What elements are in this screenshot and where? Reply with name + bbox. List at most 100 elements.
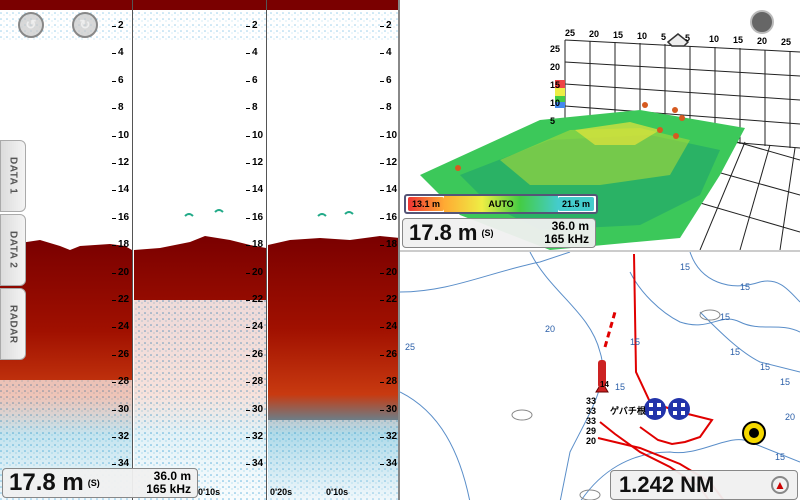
axis-label-left: 15 — [550, 80, 561, 90]
depth-tick: 34 — [379, 458, 398, 470]
depth-tick: 34 — [111, 458, 130, 470]
marker-label: 14 — [600, 380, 609, 389]
depth-sounding: 15 — [680, 262, 691, 272]
depth-tick: 32 — [379, 431, 398, 442]
depth-tick: 8 — [380, 102, 392, 114]
axis-label-top: 25 — [781, 37, 792, 47]
depth-tick: 8 — [112, 102, 124, 114]
depth-tick: 6 — [112, 74, 124, 86]
depth-tick: 18 — [379, 239, 398, 251]
depth-tick: 4 — [246, 47, 258, 59]
depth-tick: 2 — [246, 20, 258, 31]
depth-tick: 20 — [111, 266, 130, 278]
nautical-chart — [400, 252, 800, 500]
depth-tick: 6 — [380, 74, 392, 86]
depth-tick: 28 — [379, 376, 398, 388]
compass-icon[interactable]: ▲ — [771, 476, 789, 494]
depth-tick: 22 — [245, 294, 264, 305]
depth-tick: 26 — [245, 348, 264, 360]
depth-sounding: 15 — [630, 337, 641, 347]
scale-mode: AUTO — [444, 196, 558, 212]
frequency-value: 165 kHz — [146, 482, 191, 496]
axis-label-left: 20 — [550, 62, 561, 72]
camera-view-button[interactable] — [750, 10, 774, 34]
depth-tick: 10 — [111, 129, 130, 141]
depth-tick: 28 — [245, 376, 264, 388]
depth-tick: 18 — [245, 239, 264, 251]
sonar-column-2 — [133, 0, 267, 500]
distance-readout: 1.242 NM ▲ — [610, 470, 798, 500]
time-label-1: 0'10s — [198, 487, 221, 497]
place-name: ゲバチ根 — [610, 406, 646, 416]
depth-tick: 18 — [111, 239, 130, 251]
side-tab-group: DATA 1 DATA 2 RADAR — [0, 140, 26, 360]
axis-label-left: 10 — [550, 98, 561, 108]
axis-label-top: 10 — [709, 34, 720, 44]
rewind-button[interactable]: ↺ — [18, 12, 44, 38]
depth-tick: 4 — [112, 47, 124, 59]
range-frequency: 36.0 m 165 kHz — [544, 220, 589, 246]
depth-tick: 24 — [245, 321, 264, 333]
axis-label-top: 20 — [757, 36, 768, 46]
depth-sounding: 15 — [615, 382, 626, 392]
time-label-3: 0'10s — [326, 487, 349, 497]
depth-tick: 12 — [111, 157, 130, 168]
depth-tick: 10 — [245, 129, 264, 141]
depth-tick: 24 — [379, 321, 398, 333]
depth-tick: 32 — [245, 431, 264, 442]
depth-tick: 20 — [245, 266, 264, 278]
depth-tick: 26 — [111, 348, 130, 360]
axis-label-top: 10 — [637, 31, 648, 41]
depth-sounding: 15 — [760, 362, 771, 372]
axis-label-top: 5 — [661, 32, 667, 42]
chart-plotter[interactable]: 15 15 15 20 25 15 15 15 15 15 20 15 33 33 33 29 20 … — [400, 250, 800, 500]
refresh-button[interactable]: ↻ — [72, 12, 98, 38]
depth-tick: 22 — [111, 294, 130, 305]
axis-label-top: 20 — [589, 29, 600, 39]
tab-radar[interactable]: RADAR — [0, 288, 26, 360]
depth-tick: 6 — [246, 74, 258, 86]
tab-data-1[interactable]: DATA 1 — [0, 140, 26, 212]
depth-sounding: 20 — [785, 412, 796, 422]
depth-tick: 16 — [379, 211, 398, 223]
depth-tick: 30 — [379, 403, 398, 415]
sonar-column-3 — [267, 0, 400, 500]
depth-tick: 34 — [245, 458, 264, 470]
depth-mode: (S) — [87, 478, 100, 488]
depth-tick: 14 — [245, 184, 264, 196]
depth-tick: 14 — [111, 184, 130, 196]
sonar-column-1 — [0, 0, 133, 500]
depth-tick: 8 — [246, 102, 258, 114]
depth-tick: 30 — [111, 403, 130, 415]
range-value: 36.0 m — [551, 219, 589, 233]
3d-bottom-view[interactable]: 25 20 15 10 5 5 10 15 20 25 25 20 15 10 5 13.1 m AUTO … — [400, 0, 800, 250]
depth-sounding: 25 — [405, 342, 416, 352]
depth-sounding: 15 — [730, 347, 741, 357]
depth-sounding: 15 — [775, 452, 786, 462]
depth-tick: 4 — [380, 47, 392, 59]
depth-value: 17.8 m — [9, 469, 84, 496]
range-value: 36.0 m — [153, 469, 191, 483]
depth-tick: 24 — [111, 321, 130, 333]
depth-sounding: 20 — [545, 324, 556, 334]
axis-label-top: 15 — [613, 30, 624, 40]
time-label-2: 0'20s — [270, 487, 293, 497]
tab-data-2[interactable]: DATA 2 — [0, 214, 26, 286]
depth-tick: 30 — [245, 403, 264, 415]
depth-sounding: 15 — [780, 377, 791, 387]
depth-mode: (S) — [481, 228, 494, 238]
depth-sounding: 15 — [740, 282, 751, 292]
depth-color-scale[interactable]: 13.1 m AUTO 21.5 m — [404, 194, 598, 214]
axis-label-top: 5 — [685, 33, 691, 43]
waypoint-stack[interactable]: 33 33 33 29 20 — [586, 396, 597, 446]
depth-tick: 28 — [111, 376, 130, 388]
axis-label-left: 5 — [550, 116, 556, 126]
depth-tick: 32 — [111, 431, 130, 442]
depth-tick: 10 — [379, 129, 398, 141]
depth-tick: 12 — [245, 157, 264, 168]
scale-min: 13.1 m — [408, 197, 445, 211]
sonar-panel[interactable]: 2 4 6 8 10 12 14 16 18 20 22 24 26 28 30 32 34 2 4 6 8 10 12 14… — [0, 0, 400, 500]
axis-label-top: 15 — [733, 35, 744, 45]
frequency-value: 165 kHz — [544, 232, 589, 246]
depth-sounding: 15 — [720, 312, 731, 322]
